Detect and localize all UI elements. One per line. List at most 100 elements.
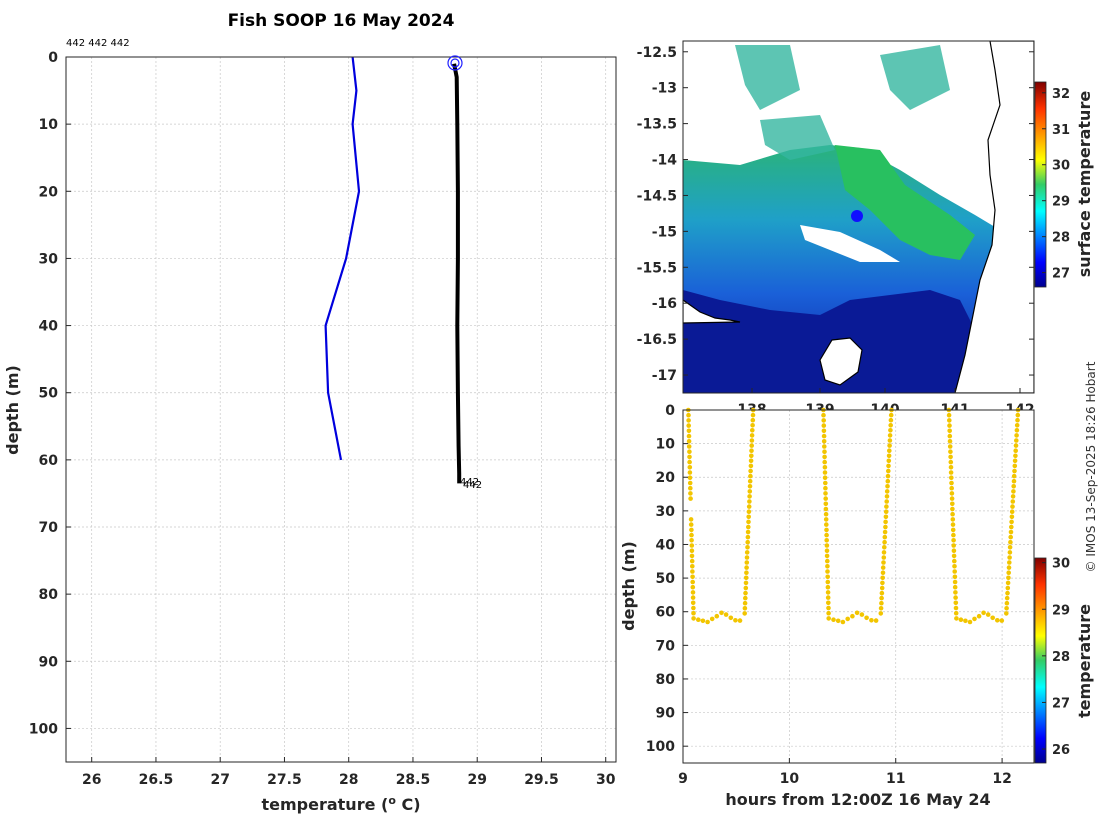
profile-y-tick-label: 10	[39, 117, 59, 133]
temperature-colorbar-tick-label: 26	[1052, 743, 1070, 758]
timeseries-point	[967, 619, 973, 625]
timeseries-point	[821, 423, 827, 428]
timeseries-y-tick-label: 0	[665, 403, 675, 419]
timeseries-point	[949, 485, 954, 491]
timeseries-point	[824, 527, 829, 533]
figure-title: Fish SOOP 16 May 2024	[228, 11, 455, 31]
timeseries-point	[823, 491, 828, 496]
timeseries-point	[691, 610, 696, 616]
timeseries-x-tick-label: 12	[992, 771, 1011, 787]
timeseries-point	[885, 484, 890, 489]
timeseries-point	[888, 412, 894, 418]
timeseries-point	[886, 453, 892, 459]
timeseries-point	[1010, 499, 1016, 504]
timeseries-point	[822, 449, 827, 455]
timeseries-y-tick-label: 40	[656, 537, 676, 553]
timeseries-point	[821, 439, 827, 444]
timeseries-point	[750, 423, 755, 428]
land-south	[683, 299, 863, 386]
timeseries-point	[888, 428, 893, 433]
timeseries-point	[878, 606, 884, 611]
timeseries-point	[686, 439, 692, 444]
timeseries-point	[1005, 590, 1010, 596]
timeseries-point	[690, 600, 696, 606]
timeseries-point	[1009, 524, 1014, 530]
sst-colorbar-label: surface temperature	[1075, 91, 1094, 278]
timeseries-point	[743, 595, 748, 601]
timeseries-point	[745, 534, 751, 540]
map-lat-tick-label: -14	[652, 153, 678, 169]
timeseries-point	[823, 501, 829, 507]
profile-ylabel: depth (m)	[3, 365, 22, 455]
timeseries-point	[749, 443, 754, 448]
timeseries-point	[1005, 580, 1011, 586]
sst-colorbar	[1034, 81, 1047, 288]
timeseries-xlabel: hours from 12:00Z 16 May 24	[725, 790, 990, 809]
timeseries-point	[881, 555, 887, 560]
timeseries-point	[1010, 504, 1015, 509]
timeseries-point	[1012, 463, 1018, 469]
timeseries-point	[823, 506, 829, 512]
timeseries-y-tick-label: 80	[656, 672, 676, 688]
temperature-colorbar-tick-label: 30	[1052, 557, 1070, 572]
timeseries-point	[688, 517, 694, 522]
timeseries-point	[949, 475, 954, 481]
timeseries-point	[747, 484, 753, 489]
sst-colorbar-tick-label: 32	[1052, 87, 1070, 102]
map-lat-tick-label: -16	[652, 296, 677, 312]
timeseries-point	[689, 553, 695, 559]
timeseries-point	[825, 564, 830, 569]
timeseries-point	[1004, 595, 1010, 601]
timeseries-point	[686, 412, 691, 418]
timeseries-point	[990, 615, 995, 621]
timeseries-point	[999, 618, 1005, 623]
timeseries-point	[882, 545, 887, 550]
timeseries-point	[947, 423, 952, 428]
timeseries-point	[883, 509, 889, 514]
timeseries-point	[747, 478, 753, 484]
timeseries-point	[743, 585, 749, 591]
timeseries-point	[948, 470, 954, 475]
timeseries-point	[886, 458, 892, 464]
timeseries-point	[1014, 438, 1019, 443]
timeseries-point	[687, 454, 692, 460]
profile-x-tick-label: 27	[210, 772, 229, 788]
timeseries-y-tick-label: 20	[656, 470, 676, 486]
timeseries-point	[822, 465, 828, 470]
timeseries-point	[1011, 473, 1017, 479]
timeseries-point	[744, 565, 749, 570]
surface-start-marker	[447, 55, 463, 71]
timeseries-point	[690, 569, 695, 574]
timeseries-point	[873, 618, 879, 623]
map-lat-tick-label: -17	[652, 368, 677, 384]
timeseries-point	[1006, 570, 1011, 575]
timeseries-point	[878, 611, 884, 616]
sst-gap-white	[800, 225, 900, 262]
timeseries-point	[952, 558, 957, 564]
timeseries-point	[747, 489, 753, 494]
timeseries-points	[686, 407, 1021, 625]
timeseries-point	[824, 543, 830, 548]
timeseries-point	[886, 463, 891, 469]
map-lat-tick-label: -13.5	[637, 117, 677, 133]
timeseries-point	[687, 459, 692, 465]
timeseries-point	[1004, 600, 1010, 606]
timeseries-point	[687, 449, 692, 455]
timeseries-point	[825, 595, 831, 600]
timeseries-point	[1013, 453, 1018, 459]
profile-y-tick-label: 50	[39, 386, 59, 402]
timeseries-point	[1007, 555, 1012, 560]
profile-plot-area	[66, 57, 616, 762]
timeseries-point	[886, 468, 891, 474]
timeseries-point	[689, 527, 694, 533]
profile-y-tick-label: 80	[39, 587, 59, 603]
timeseries-point	[745, 545, 750, 550]
profile-442-line	[452, 63, 462, 484]
timeseries-point	[733, 618, 738, 623]
timeseries-point	[689, 558, 695, 564]
timeseries-point	[885, 478, 891, 484]
timeseries-point	[950, 527, 956, 533]
timeseries-point	[976, 613, 982, 619]
timeseries-point	[948, 449, 953, 455]
timeseries-point	[821, 418, 826, 423]
